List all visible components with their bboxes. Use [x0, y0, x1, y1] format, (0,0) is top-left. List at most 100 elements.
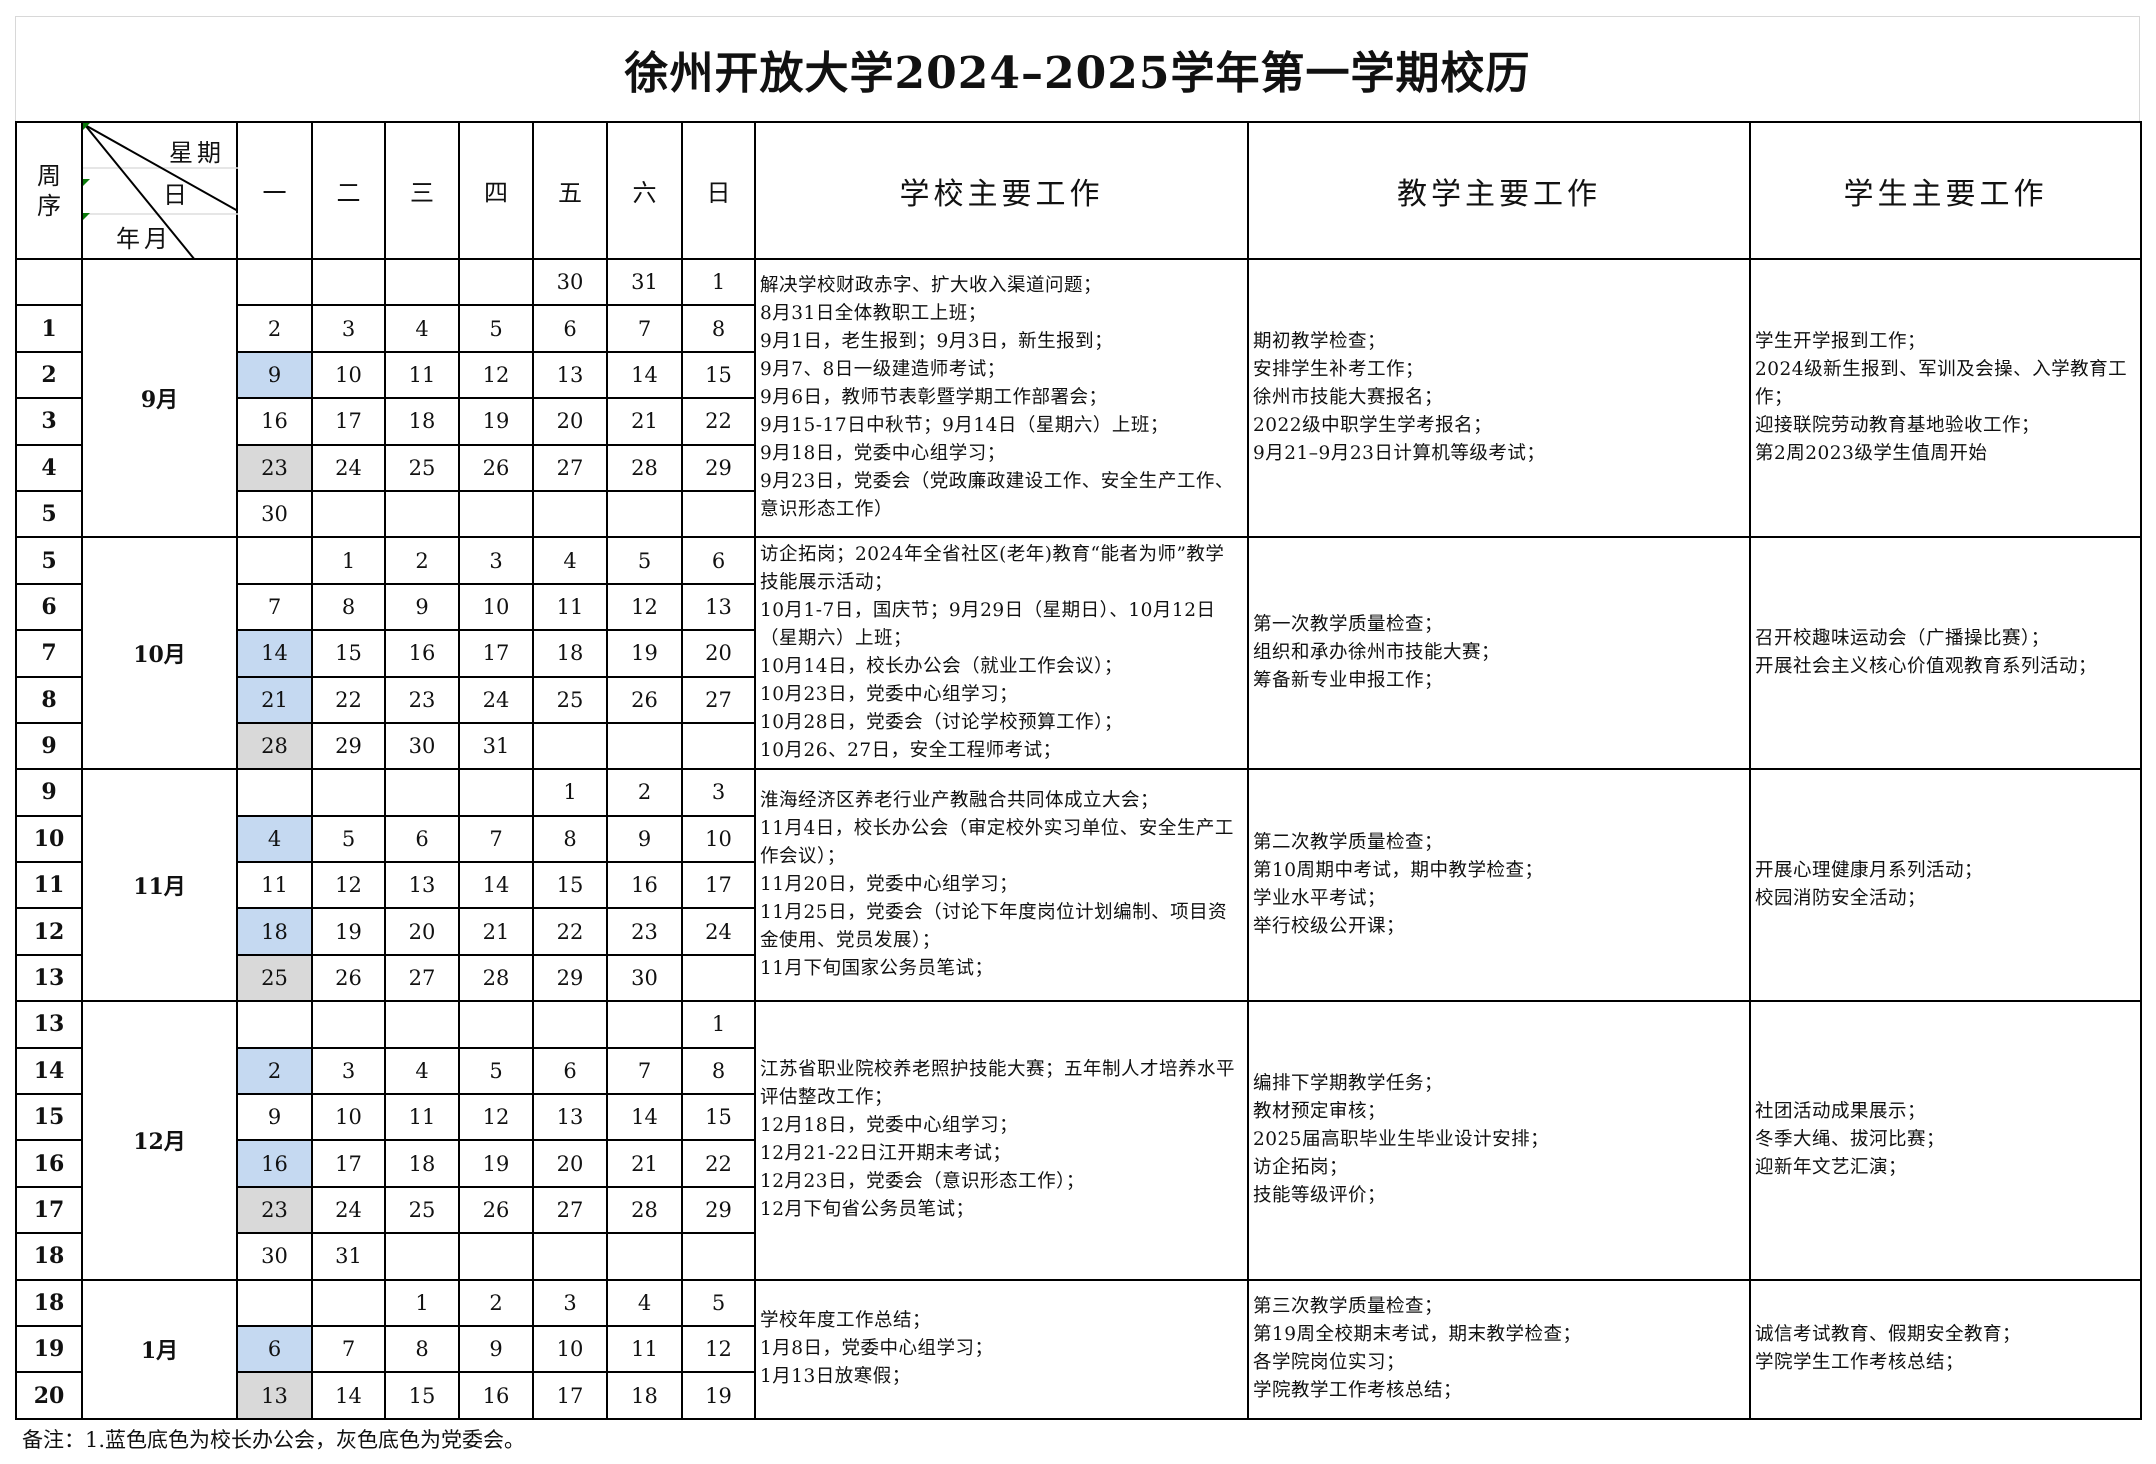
weekday-mon: 一 — [236, 121, 313, 260]
day-cell: 19 — [458, 1139, 534, 1188]
work-item: 学校年度工作总结； — [760, 1310, 932, 1332]
work-item: 12月下旬省公务员笔试； — [760, 1199, 975, 1221]
week-number: 13 — [15, 1000, 83, 1049]
week-number: 5 — [15, 489, 83, 539]
day-cell — [532, 1000, 608, 1049]
page-title: 徐州开放大学2024–2025学年第一学期校历 — [624, 48, 1531, 99]
week-row: 16 16 17 18 19 20 21 22 — [15, 1139, 2141, 1188]
day-cell: 4 — [384, 1046, 460, 1096]
day-cell — [311, 1000, 386, 1049]
day-cell: 5 — [458, 304, 534, 353]
day-cell: 21 — [236, 675, 313, 724]
day-cell: 2 — [236, 304, 313, 353]
day-cell: 10 — [458, 582, 534, 632]
day-cell: 3 — [311, 1046, 386, 1096]
work-item: 第一次教学质量检查； — [1253, 614, 1444, 636]
day-cell: 17 — [458, 629, 534, 678]
day-cell: 21 — [606, 397, 683, 446]
day-cell — [606, 489, 683, 539]
work-item: 学院学生工作考核总结； — [1755, 1352, 1965, 1374]
day-cell: 1 — [681, 1000, 756, 1049]
day-cell: 19 — [311, 907, 386, 956]
day-cell: 29 — [681, 443, 756, 492]
week-row: 5 30 — [15, 489, 2141, 539]
day-cell: 14 — [606, 1093, 683, 1142]
day-cell: 28 — [458, 953, 534, 1003]
week-row: 7 14 15 16 17 18 19 20 — [15, 629, 2141, 678]
day-cell: 30 — [606, 953, 683, 1003]
day-cell — [681, 489, 756, 539]
work-item: 1月13日放寒假； — [760, 1366, 911, 1388]
teaching-work-cell: 第二次教学质量检查； 第10周期中考试，期中教学检查； 学业水平考试； 举行校级公开课… — [1247, 768, 1751, 1003]
work-item: 教材预定审核； — [1253, 1101, 1387, 1123]
week-number — [15, 257, 83, 307]
day-cell: 27 — [681, 675, 756, 724]
week-number: 2 — [15, 350, 83, 400]
day-cell: 12 — [311, 861, 386, 910]
day-cell: 7 — [606, 304, 683, 353]
week-row: 13 12月 1 江苏省职业院校养老照护技能大赛；五年制人才培养水平评估整改工作； 12… — [15, 1000, 2142, 1281]
work-item: 诚信考试教育、假期安全教育； — [1755, 1324, 2022, 1346]
day-cell: 5 — [458, 1046, 534, 1096]
day-cell — [236, 536, 313, 585]
week-row: 5 10月 1 2 3 4 5 6 访企拓岗；2024年全省社区(老年)教育“能者为师”教学技能… — [15, 536, 2142, 771]
week-number: 4 — [15, 443, 83, 492]
day-cell: 1 — [681, 257, 756, 307]
work-item: 编排下学期教学任务； — [1253, 1073, 1444, 1095]
work-item: 开展社会主义核心价值观教育系列活动； — [1755, 656, 2098, 678]
work-item: 第三次教学质量检查； — [1253, 1296, 1444, 1318]
week-number: 17 — [15, 1185, 83, 1235]
header-row: 周序 星期 日 年月 一 二 三 四 五 六 日 学校主要工作 教学主 — [15, 121, 2142, 260]
work-item: 淮海经济区养老行业产教融合共同体成立大会； — [760, 790, 1160, 812]
day-cell: 15 — [681, 1093, 756, 1142]
day-cell: 28 — [606, 1185, 683, 1235]
day-cell: 24 — [311, 1185, 386, 1235]
week-number: 10 — [15, 814, 83, 864]
week-number: 19 — [15, 1324, 83, 1374]
day-cell — [384, 1232, 460, 1281]
work-item: 9月7、8日一级建造师考试； — [760, 359, 1006, 381]
work-item: 12月23日，党委会（意识形态工作）； — [760, 1171, 1085, 1193]
day-cell — [236, 1000, 313, 1049]
day-cell: 25 — [236, 953, 313, 1003]
day-cell: 12 — [606, 582, 683, 632]
day-cell: 18 — [532, 629, 608, 678]
day-cell: 6 — [532, 304, 608, 353]
day-cell: 8 — [681, 304, 756, 353]
day-cell: 13 — [236, 1371, 313, 1420]
week-number: 6 — [15, 582, 83, 632]
work-item: 第19周全校期末考试，期末教学检查； — [1253, 1324, 1582, 1346]
day-cell: 20 — [384, 907, 460, 956]
day-cell: 31 — [606, 257, 683, 307]
week-number: 20 — [15, 1371, 83, 1420]
day-cell: 19 — [458, 397, 534, 446]
day-cell: 28 — [606, 443, 683, 492]
work-item: 9月23日，党委会（党政廉政建设工作、安全生产工作、意识形态工作） — [760, 471, 1234, 521]
day-cell: 11 — [384, 350, 460, 400]
day-cell: 20 — [532, 1139, 608, 1188]
student-work-cell: 开展心理健康月系列活动； 校园消防安全活动； — [1749, 768, 2142, 1003]
week-row: 10 4 5 6 7 8 9 10 — [15, 814, 2141, 864]
week-row: 19 6 7 8 9 10 11 12 — [15, 1324, 2141, 1374]
teaching-work-cell: 编排下学期教学任务； 教材预定审核； 2025届高职毕业生毕业设计安排； 访企拓岗； 技… — [1247, 1000, 1751, 1281]
work-item: 学院教学工作考核总结； — [1253, 1380, 1463, 1402]
week-row: 12 18 19 20 21 22 23 24 — [15, 907, 2141, 956]
work-item: 举行校级公开课； — [1253, 916, 1406, 938]
weekday-tue: 二 — [311, 121, 386, 260]
day-cell: 5 — [681, 1278, 756, 1327]
footnote: 备注：1.蓝色底色为校长办公会，灰色底色为党委会。 — [22, 1428, 526, 1452]
day-cell: 24 — [458, 675, 534, 724]
day-cell: 6 — [236, 1324, 313, 1374]
week-row: 15 9 10 11 12 13 14 15 — [15, 1093, 2141, 1142]
student-work-header: 学生主要工作 — [1749, 121, 2142, 260]
day-cell — [681, 953, 756, 1003]
day-cell: 11 — [236, 861, 313, 910]
weekday-wed: 三 — [384, 121, 460, 260]
day-cell: 17 — [311, 1139, 386, 1188]
day-cell: 24 — [681, 907, 756, 956]
week-row: 11 11 12 13 14 15 16 17 — [15, 861, 2141, 910]
day-cell: 16 — [606, 861, 683, 910]
school-work-cell: 解决学校财政赤字、扩大收入渠道问题； 8月31日全体教职工上班； 9月1日，老生报到… — [754, 257, 1249, 539]
day-cell — [384, 489, 460, 539]
day-cell: 2 — [236, 1046, 313, 1096]
